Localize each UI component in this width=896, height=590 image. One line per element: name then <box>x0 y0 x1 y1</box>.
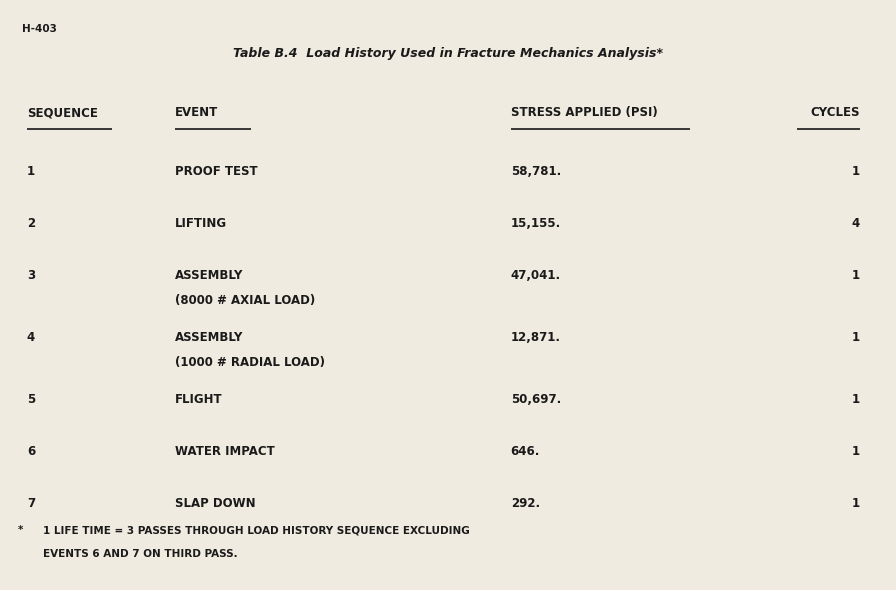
Text: ASSEMBLY: ASSEMBLY <box>175 331 243 344</box>
Text: 50,697.: 50,697. <box>511 393 561 406</box>
Text: LIFTING: LIFTING <box>175 217 227 230</box>
Text: 292.: 292. <box>511 497 540 510</box>
Text: *: * <box>18 525 23 535</box>
Text: ASSEMBLY: ASSEMBLY <box>175 269 243 282</box>
Text: 4: 4 <box>27 331 35 344</box>
Text: (1000 # RADIAL LOAD): (1000 # RADIAL LOAD) <box>175 356 324 369</box>
Text: 2: 2 <box>27 217 35 230</box>
Text: FLIGHT: FLIGHT <box>175 393 222 406</box>
Text: STRESS APPLIED (PSI): STRESS APPLIED (PSI) <box>511 106 658 119</box>
Text: (8000 # AXIAL LOAD): (8000 # AXIAL LOAD) <box>175 294 315 307</box>
Text: EVENTS 6 AND 7 ON THIRD PASS.: EVENTS 6 AND 7 ON THIRD PASS. <box>43 549 237 559</box>
Text: 1: 1 <box>852 393 860 406</box>
Text: 1: 1 <box>852 445 860 458</box>
Text: EVENT: EVENT <box>175 106 218 119</box>
Text: 15,155.: 15,155. <box>511 217 561 230</box>
Text: 1: 1 <box>852 269 860 282</box>
Text: 1 LIFE TIME = 3 PASSES THROUGH LOAD HISTORY SEQUENCE EXCLUDING: 1 LIFE TIME = 3 PASSES THROUGH LOAD HIST… <box>43 525 470 535</box>
Text: 5: 5 <box>27 393 35 406</box>
Text: SEQUENCE: SEQUENCE <box>27 106 98 119</box>
Text: 1: 1 <box>27 165 35 178</box>
Text: H-403: H-403 <box>22 24 57 34</box>
Text: 12,871.: 12,871. <box>511 331 561 344</box>
Text: Table B.4  Load History Used in Fracture Mechanics Analysis*: Table B.4 Load History Used in Fracture … <box>233 47 663 60</box>
Text: 47,041.: 47,041. <box>511 269 561 282</box>
Text: 58,781.: 58,781. <box>511 165 561 178</box>
Text: 1: 1 <box>852 331 860 344</box>
Text: 646.: 646. <box>511 445 540 458</box>
Text: 3: 3 <box>27 269 35 282</box>
Text: PROOF TEST: PROOF TEST <box>175 165 257 178</box>
Text: 6: 6 <box>27 445 35 458</box>
Text: SLAP DOWN: SLAP DOWN <box>175 497 255 510</box>
Text: CYCLES: CYCLES <box>811 106 860 119</box>
Text: WATER IMPACT: WATER IMPACT <box>175 445 274 458</box>
Text: 1: 1 <box>852 165 860 178</box>
Text: 7: 7 <box>27 497 35 510</box>
Text: 1: 1 <box>852 497 860 510</box>
Text: 4: 4 <box>852 217 860 230</box>
